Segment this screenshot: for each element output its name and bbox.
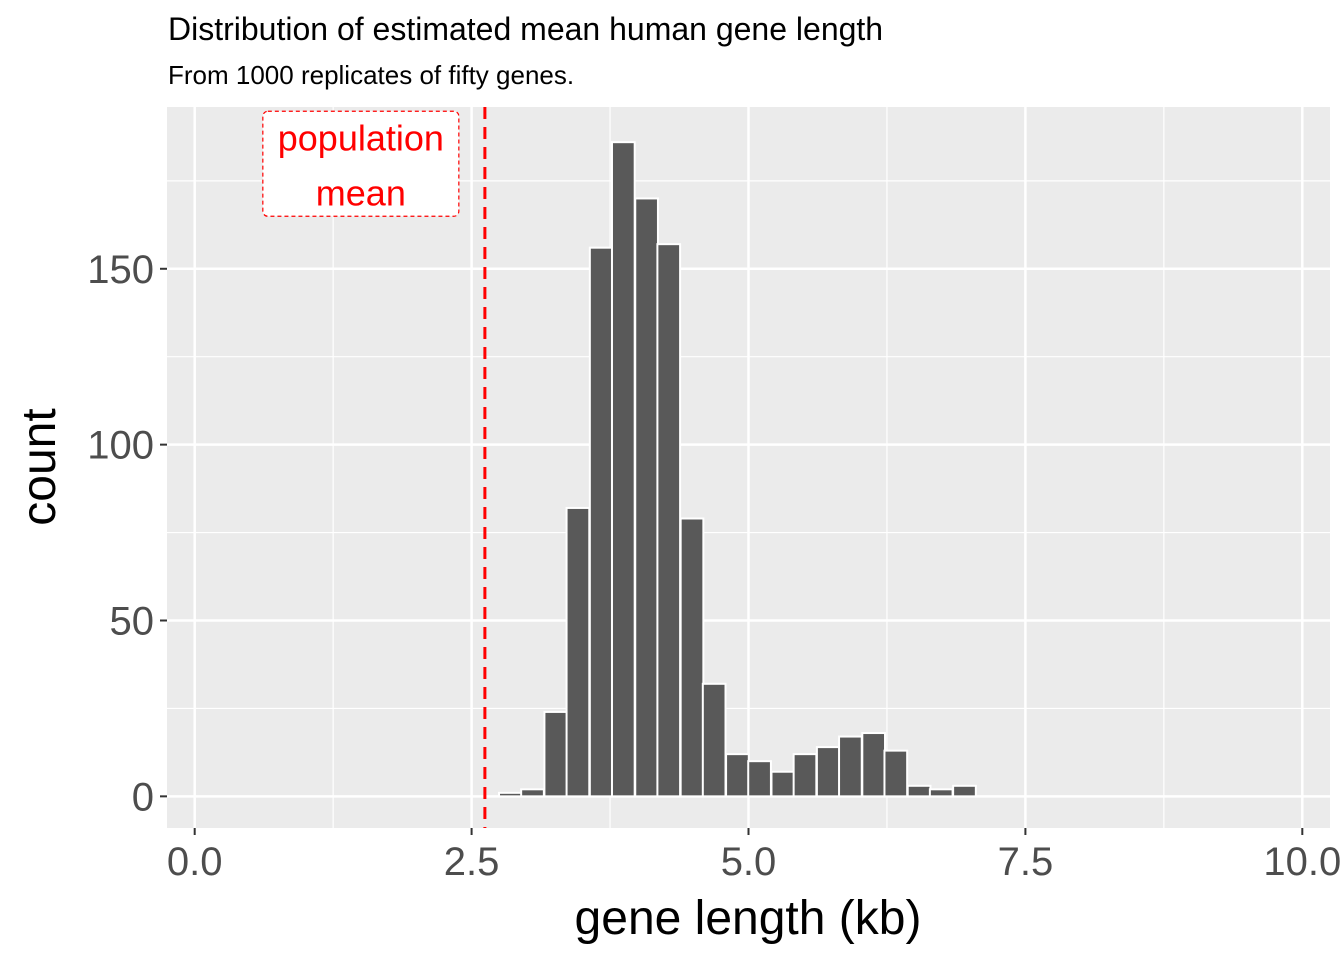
histogram-bar: [520, 788, 545, 798]
y-axis-label: count: [13, 408, 66, 525]
histogram-bar: [610, 141, 636, 798]
histogram-bar: [792, 753, 818, 798]
histogram-bar: [679, 517, 705, 798]
y-axis: 0 50 100 150: [87, 248, 167, 819]
x-axis-label: gene length (kb): [575, 892, 922, 945]
x-tick-label: 5.0: [721, 840, 777, 884]
histogram-bar: [725, 753, 750, 798]
histogram-bar: [906, 784, 932, 798]
annotation-line2: mean: [316, 172, 406, 213]
histogram-bar: [952, 784, 977, 798]
histogram-bar: [543, 710, 569, 798]
bars: [498, 141, 977, 798]
histogram-bar: [928, 788, 954, 798]
histogram-bar: [861, 732, 887, 798]
x-tick-label: 0.0: [167, 840, 223, 884]
y-tick-label: 0: [132, 775, 154, 819]
annotation-box: [262, 110, 460, 217]
histogram-bar: [634, 197, 659, 798]
histogram-bar: [747, 760, 772, 798]
y-tick-label: 50: [110, 599, 155, 643]
annotation-line1: population: [278, 117, 444, 158]
x-tick-label: 10.0: [1263, 840, 1341, 884]
histogram-bar: [883, 749, 909, 798]
x-axis: 0.0 2.5 5.0 7.5 10.0: [167, 828, 1341, 884]
histogram-bar: [588, 246, 614, 798]
chart-title: Distribution of estimated mean human gen…: [168, 11, 883, 47]
x-tick-label: 7.5: [998, 840, 1054, 884]
histogram-bar: [701, 682, 727, 798]
histogram-bar: [656, 243, 682, 798]
y-tick-label: 100: [87, 424, 154, 468]
population-mean-label: population mean: [262, 110, 460, 217]
histogram-bar: [838, 735, 863, 798]
histogram-bar: [498, 791, 523, 798]
x-tick-label: 2.5: [444, 840, 500, 884]
y-tick-label: 150: [87, 248, 154, 292]
histogram-bar: [770, 770, 796, 798]
histogram-bar: [565, 506, 591, 798]
histogram-bar: [815, 746, 841, 798]
chart-subtitle: From 1000 replicates of fifty genes.: [168, 60, 574, 90]
